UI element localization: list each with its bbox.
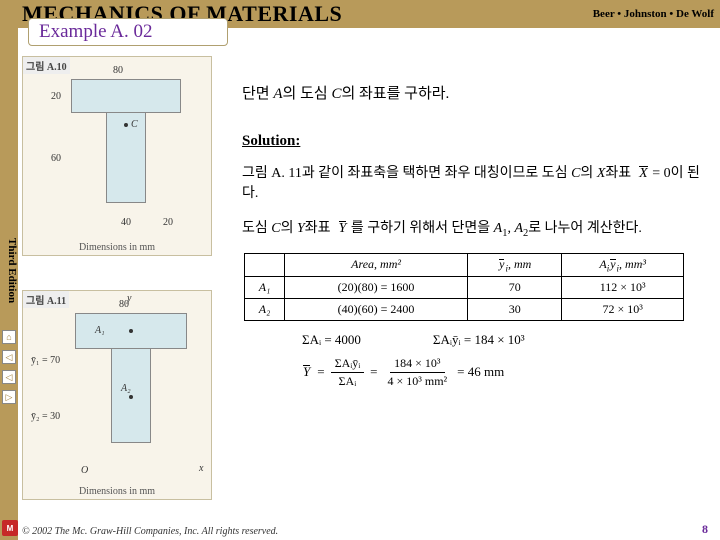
eq-sign2: = bbox=[370, 363, 377, 381]
p2-A2: A bbox=[514, 221, 523, 236]
problem-statement: 단면 A의 도심 C의 좌표를 구하라. bbox=[242, 82, 712, 103]
content-area: 그림 A.10 C 80 20 60 40 20 Dimensions in m… bbox=[22, 56, 712, 520]
ybar1: ȳ₁ = 70 bbox=[31, 355, 60, 366]
th-ay: Aiyi, mm³ bbox=[562, 253, 684, 276]
figure-a10-shape: C bbox=[71, 79, 181, 209]
th-ybar: yi, mm bbox=[468, 253, 562, 276]
p1-b: 의 bbox=[580, 166, 596, 181]
th-blank bbox=[245, 253, 285, 276]
p1-a: 그림 A. 11과 같이 좌표축을 택하면 좌우 대칭이므로 도심 bbox=[242, 166, 571, 181]
sum-row: ΣAᵢ = 4000 ΣAᵢȳᵢ = 184 × 10³ bbox=[302, 331, 712, 349]
eq-sign1: = bbox=[317, 363, 324, 381]
ybar-symbol: Y bbox=[338, 219, 348, 239]
sumA: ΣAᵢ = 4000 bbox=[302, 331, 361, 349]
ybar-lhs: Y bbox=[302, 363, 311, 381]
problem-A: A bbox=[273, 86, 282, 102]
figure-a11: 그림 A.11 A₁ A₂ 80 ȳ₁ = 70 ȳ₂ = 30 O x y D… bbox=[22, 290, 212, 500]
frac1-den: ΣAᵢ bbox=[335, 373, 361, 390]
prev-icon[interactable]: ◁ bbox=[2, 370, 16, 384]
a2-label: A₂ bbox=[121, 383, 131, 394]
paragraph-2: 도심 C의 Y좌표 Y 를 구하기 위해서 단면을 A1, A2로 나누어 계산… bbox=[242, 219, 702, 241]
c2-dot bbox=[129, 395, 133, 399]
p2-d: 를 구하기 위해서 단면을 bbox=[351, 221, 494, 236]
row1-ay: 112 × 10³ bbox=[562, 277, 684, 299]
frac2-num: 184 × 10³ bbox=[390, 355, 444, 373]
paragraph-1: 그림 A. 11과 같이 좌표축을 택하면 좌우 대칭이므로 도심 C의 X좌표… bbox=[242, 164, 702, 205]
centroid-c-label: C bbox=[131, 119, 138, 130]
th-area: Area, mm² bbox=[285, 253, 468, 276]
row2-y: 30 bbox=[468, 299, 562, 321]
a1-label: A₁ bbox=[95, 325, 105, 336]
example-heading: Example A. 02 bbox=[28, 18, 228, 46]
row2-label: A₂ bbox=[245, 299, 285, 321]
problem-mid: 의 도심 bbox=[283, 86, 332, 102]
dim-40: 40 bbox=[121, 217, 131, 228]
p2-c: 좌표 bbox=[305, 221, 331, 236]
problem-pre: 단면 bbox=[242, 86, 273, 102]
row1-label: A₁ bbox=[245, 277, 285, 299]
problem-post: 의 좌표를 구하라. bbox=[341, 86, 449, 102]
xbar-symbol: X bbox=[638, 164, 649, 184]
y-axis: y bbox=[127, 293, 131, 304]
row2-area: (40)(60) = 2400 bbox=[285, 299, 468, 321]
origin-o: O bbox=[81, 465, 88, 476]
x-axis: x bbox=[199, 463, 203, 474]
frac1-num: ΣAᵢȳᵢ bbox=[331, 355, 365, 373]
sumAy: ΣAᵢȳᵢ = 184 × 10³ bbox=[433, 331, 525, 349]
figure-a11-shape: A₁ A₂ bbox=[75, 313, 187, 463]
centroid-dot bbox=[124, 123, 128, 127]
p1-c: 좌표 bbox=[605, 166, 631, 181]
back-icon[interactable]: ◁ bbox=[2, 350, 16, 364]
ybar-eq: Y = ΣAᵢȳᵢ ΣAᵢ = 184 × 10³ 4 × 10³ mm² = … bbox=[302, 355, 712, 390]
dim-20-bot: 20 bbox=[163, 217, 173, 228]
row1-area: (20)(80) = 1600 bbox=[285, 277, 468, 299]
table-row: A₁ (20)(80) = 1600 70 112 × 10³ bbox=[245, 277, 684, 299]
calculation-table: Area, mm² yi, mm Aiyi, mm³ A₁ (20)(80) =… bbox=[244, 253, 684, 321]
frac2-den: 4 × 10³ mm² bbox=[384, 373, 452, 390]
p2-e: 로 나누어 계산한다. bbox=[528, 221, 642, 236]
page-number: 8 bbox=[702, 522, 708, 537]
solution-heading: Solution: bbox=[242, 133, 712, 150]
dim-80: 80 bbox=[113, 65, 123, 76]
figure-a11-caption: Dimensions in mm bbox=[23, 486, 211, 497]
row2-ay: 72 × 10³ bbox=[562, 299, 684, 321]
p2-A1: A bbox=[494, 221, 503, 236]
table-row: A₂ (40)(60) = 2400 30 72 × 10³ bbox=[245, 299, 684, 321]
home-icon[interactable]: ⌂ bbox=[2, 330, 16, 344]
edition-strip: Third Edition bbox=[0, 0, 18, 540]
ybar2: ȳ₂ = 30 bbox=[31, 411, 60, 422]
p1-eq: = 0 bbox=[649, 166, 671, 181]
p2-C: C bbox=[271, 221, 280, 236]
figure-a10-title: 그림 A.10 bbox=[23, 57, 70, 74]
next-icon[interactable]: ▷ bbox=[2, 390, 16, 404]
right-column: 단면 A의 도심 C의 좌표를 구하라. Solution: 그림 A. 11과… bbox=[232, 56, 712, 520]
c1-dot bbox=[129, 329, 133, 333]
publisher-logo: M bbox=[2, 520, 18, 536]
nav-icons: ⌂ ◁ ◁ ▷ bbox=[0, 330, 18, 404]
row1-y: 70 bbox=[468, 277, 562, 299]
figure-a10: 그림 A.10 C 80 20 60 40 20 Dimensions in m… bbox=[22, 56, 212, 256]
figure-a11-title: 그림 A.11 bbox=[23, 291, 69, 308]
problem-C: C bbox=[331, 86, 341, 102]
frac2: 184 × 10³ 4 × 10³ mm² bbox=[384, 355, 452, 390]
copyright-footer: © 2002 The Mc. Graw-Hill Companies, Inc.… bbox=[22, 526, 278, 537]
ybar-result: = 46 mm bbox=[457, 363, 504, 381]
dim-60: 60 bbox=[51, 153, 61, 164]
figure-a10-caption: Dimensions in mm bbox=[23, 242, 211, 253]
p2-Y: Y bbox=[297, 221, 305, 236]
dim-20-top: 20 bbox=[51, 91, 61, 102]
equations-block: ΣAᵢ = 4000 ΣAᵢȳᵢ = 184 × 10³ Y = ΣAᵢȳᵢ Σ… bbox=[302, 331, 712, 390]
authors: Beer • Johnston • De Wolf bbox=[593, 8, 714, 20]
p2-b: 의 bbox=[281, 221, 297, 236]
p2-a: 도심 bbox=[242, 221, 271, 236]
frac1: ΣAᵢȳᵢ ΣAᵢ bbox=[331, 355, 365, 390]
